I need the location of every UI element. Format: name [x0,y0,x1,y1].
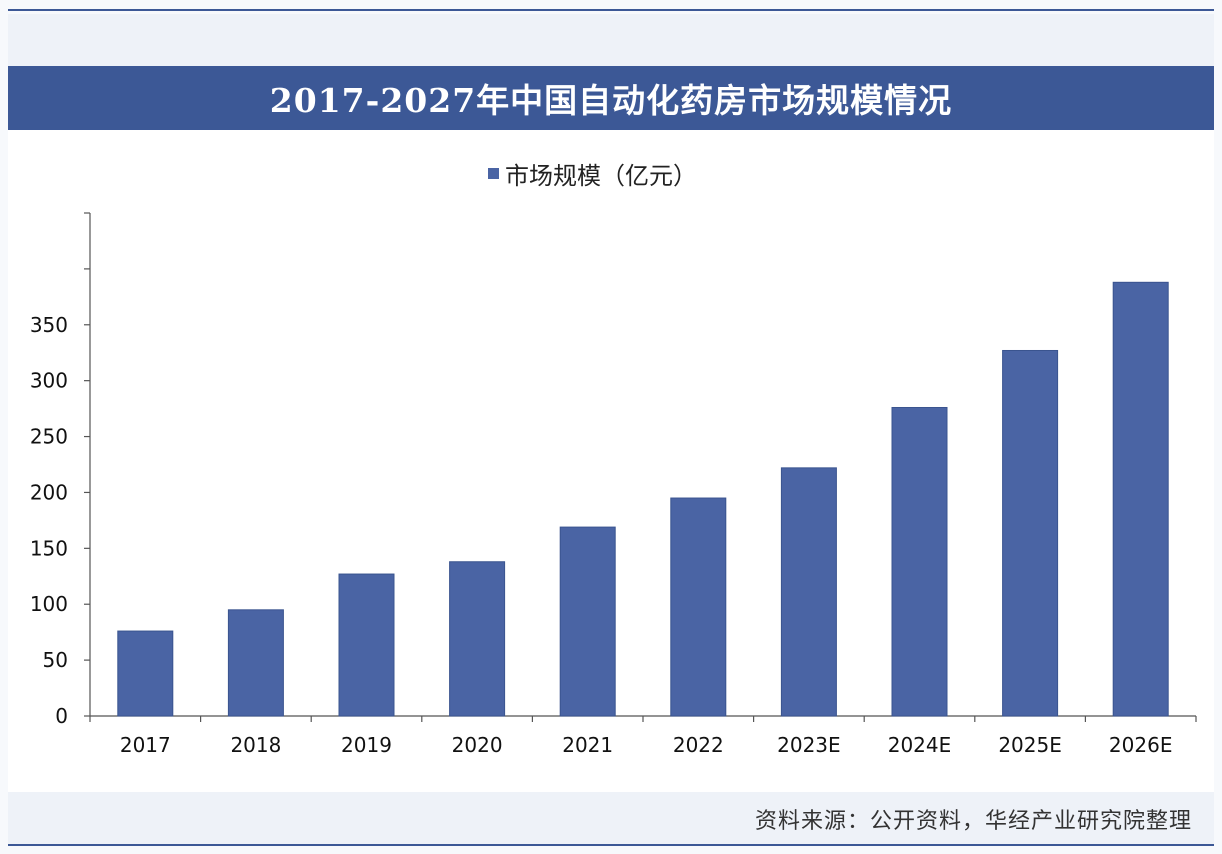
x-tick-label: 2018 [230,733,281,757]
bar-2017 [117,630,174,717]
x-tick-label: 2023E [777,733,841,757]
bar-2022 [670,497,727,717]
bar-2026E [1112,281,1169,717]
y-tick-label: 150 [30,536,68,560]
bar-2020 [449,561,506,717]
legend: 市场规模（亿元） [488,156,697,191]
y-tick-label: 0 [55,704,68,728]
legend-label: 市场规模（亿元） [505,162,697,190]
bar-2018 [227,609,284,717]
x-tick-label: 2022 [673,733,724,757]
bars [117,281,1169,717]
legend-swatch [488,168,499,179]
x-tick-label: 2020 [452,733,503,757]
y-tick-label: 100 [30,592,68,616]
source-note: 资料来源：公开资料，华经产业研究院整理 [754,809,1192,834]
bottom-rule [8,844,1214,846]
y-tick-label: 250 [30,425,68,449]
y-tick-labels: 0 50 100 150 200 250 300 350 [30,313,68,728]
y-tick-label: 300 [30,369,68,393]
bar-2025E [1002,349,1059,717]
x-tick-label: 2021 [562,733,613,757]
footer-band [8,792,1214,844]
top-band [8,14,1214,66]
x-tick-label: 2024E [888,733,952,757]
bar-2019 [338,573,395,717]
y-tick-label: 350 [30,313,68,337]
x-tick-label: 2019 [341,733,392,757]
bar-2023E [780,467,837,717]
y-tick-label: 50 [43,648,68,672]
x-tick-label: 2026E [1109,733,1173,757]
title-bar: 2017-2027年中国自动化药房市场规模情况 [8,66,1214,130]
y-tick-label: 200 [30,480,68,504]
bar-2024E [891,406,948,717]
bar-2021 [559,526,616,717]
x-tick-label: 2017 [120,733,171,757]
x-tick-labels: 2017 2018 2019 2020 2021 2022 2023E 2024E 2025E 2… [120,733,1173,757]
top-rule [8,9,1214,11]
x-tick-label: 2025E [998,733,1062,757]
chart-title: 2017-2027年中国自动化药房市场规模情况 [269,81,953,120]
